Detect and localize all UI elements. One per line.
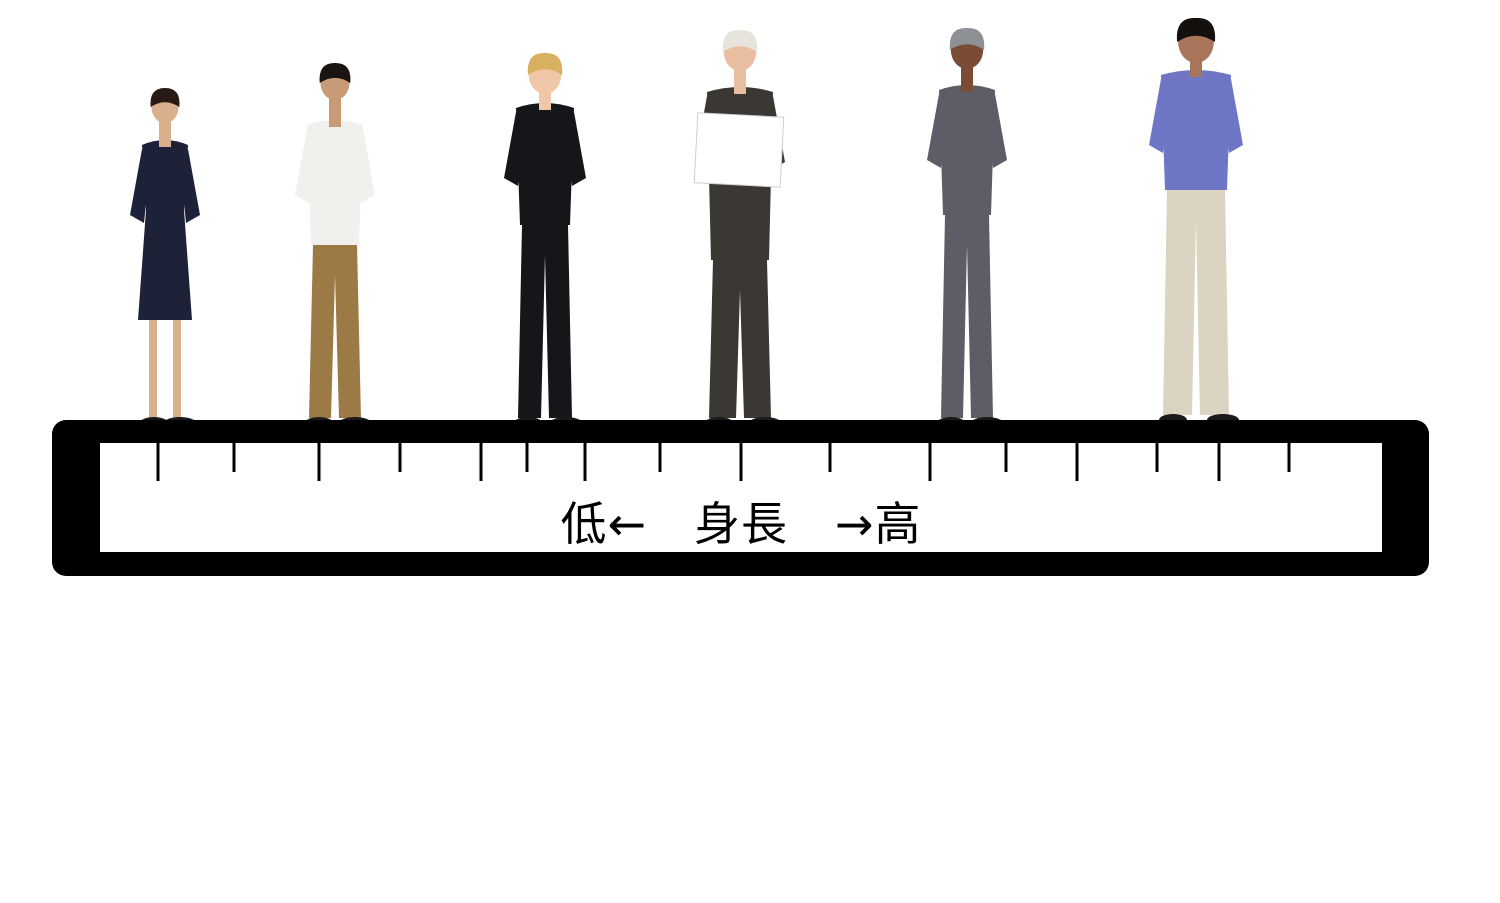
arm xyxy=(504,112,524,186)
neck xyxy=(329,96,341,127)
arm xyxy=(1223,79,1243,153)
trousers xyxy=(941,215,993,418)
torso xyxy=(142,140,188,210)
neck xyxy=(734,67,746,94)
person-6 xyxy=(1149,17,1243,426)
neck xyxy=(159,119,171,147)
arm xyxy=(927,94,947,168)
person-3 xyxy=(504,52,586,429)
trousers xyxy=(309,245,361,418)
leg xyxy=(173,320,181,422)
arm xyxy=(130,149,150,223)
ruler-ticks xyxy=(156,443,1291,481)
arm xyxy=(180,149,200,223)
person-5 xyxy=(927,27,1007,429)
torso xyxy=(939,85,995,215)
trousers xyxy=(1163,190,1229,415)
neck xyxy=(961,65,973,92)
neck xyxy=(539,90,551,110)
blank-sign xyxy=(693,112,785,188)
dress-skirt xyxy=(138,210,192,320)
torso xyxy=(516,103,574,225)
arm xyxy=(295,129,315,203)
trousers xyxy=(709,260,771,418)
hair xyxy=(949,27,985,50)
neck xyxy=(1190,59,1202,77)
people-row xyxy=(130,17,1243,429)
person-4 xyxy=(693,29,785,429)
trousers xyxy=(518,225,572,418)
leg xyxy=(149,320,157,422)
torso xyxy=(307,120,363,245)
ruler-label: 低← 身長 →高 xyxy=(560,497,922,551)
ruler xyxy=(52,420,1429,576)
arm xyxy=(987,94,1007,168)
arm xyxy=(1149,79,1169,153)
person-2 xyxy=(295,62,375,429)
hair xyxy=(150,87,180,107)
person-1 xyxy=(130,87,200,429)
arm xyxy=(355,129,375,203)
hair xyxy=(722,29,758,52)
hair xyxy=(1176,17,1216,42)
hair xyxy=(319,62,351,83)
arm xyxy=(566,112,586,186)
hair xyxy=(527,52,563,75)
torso xyxy=(1161,70,1231,190)
